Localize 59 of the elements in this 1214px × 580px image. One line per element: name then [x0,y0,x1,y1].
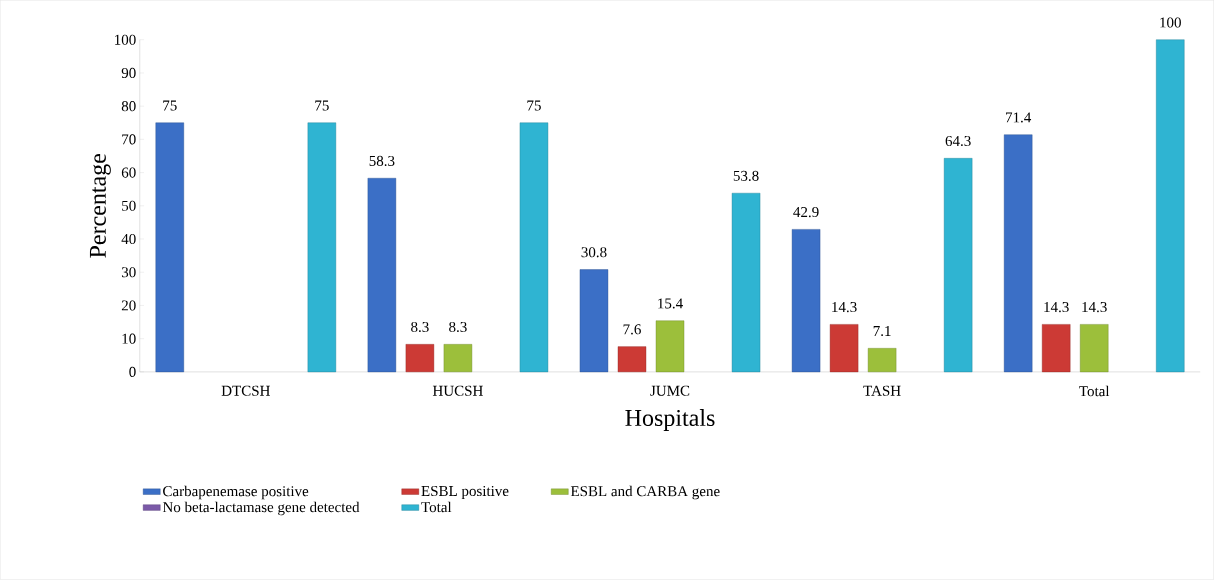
data-label: 7.1 [873,326,891,337]
y-tick-label: 0 [129,366,136,378]
legend-label: ESBL and CARBA gene [570,485,720,500]
y-tick-label: 100 [115,34,136,45]
data-label: 15.4 [658,298,683,309]
x-tick-label: JUMC [650,385,690,396]
bar [1041,324,1071,373]
y-tick-label: 60 [121,167,136,178]
y-tick-label: 70 [122,134,136,145]
bar [367,178,397,373]
data-label: 75 [527,100,541,111]
bar [829,324,859,373]
data-label: 14.3 [832,302,857,313]
y-tick-label: 30 [121,267,136,278]
y-tick-label: 90 [121,68,136,79]
bar [655,320,685,373]
bar [579,269,609,373]
bar [617,346,647,373]
y-tick-label: 20 [121,300,136,311]
data-label: 71.4 [1006,112,1032,123]
bar [405,344,435,373]
data-label: 53.8 [733,170,759,182]
legend-label: Total [421,501,452,513]
data-label: 30.8 [581,247,607,258]
x-tick-label: DTCSH [221,385,270,396]
bar [943,158,973,373]
bar [443,344,473,373]
x-tick-label: HUCSH [432,385,483,396]
data-label: 7.6 [623,324,641,335]
y-tick-label: 10 [122,333,136,344]
y-tick-label: 40 [121,234,136,245]
x-axis-title: Hospitals [625,409,715,432]
x-tick-label: TASH [863,385,901,396]
data-label: 8.3 [449,322,467,333]
legend-label: Carbapenemase positive [163,485,309,500]
data-label: 14.3 [1044,302,1069,313]
x-tick-label: Total [1079,385,1110,397]
bar [867,348,897,373]
data-label: 14.3 [1082,302,1107,313]
data-label: 42.9 [793,207,819,218]
bar [307,122,337,373]
data-label: 75 [163,100,177,111]
legend-label: No beta-lactamase gene detected [162,501,360,516]
bar [1156,39,1185,373]
data-label: 8.3 [411,322,429,333]
y-axis-title: Percentage [89,154,111,258]
bar [791,229,821,373]
data-label: 100 [1160,17,1181,28]
bar [155,122,184,373]
data-label: 64.3 [945,136,971,147]
data-label: 75 [315,100,329,111]
bar [731,193,761,373]
y-tick-label: 80 [121,101,136,112]
y-tick-label: 50 [122,200,136,212]
legend-label: ESBL positive [421,486,509,500]
bar [1003,134,1033,373]
data-label: 58.3 [369,155,395,167]
bar [1080,324,1109,373]
bar [519,122,549,373]
